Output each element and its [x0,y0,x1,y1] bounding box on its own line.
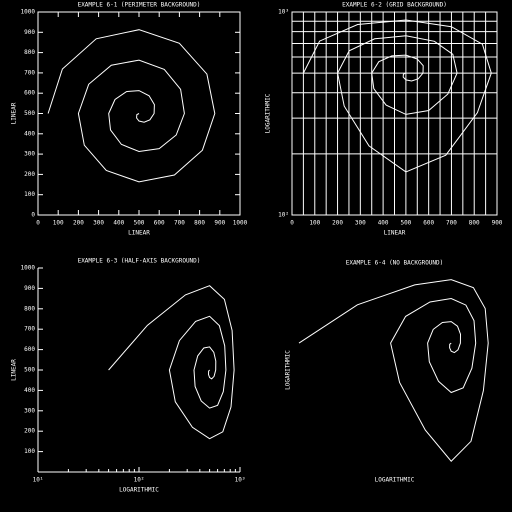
y-axis-title: LOGARITHMIC [285,350,292,390]
y-axis-title: LOGARITHMIC [265,93,272,133]
x-tick-label: 600 [154,220,165,227]
x-tick-label: 0 [36,220,40,227]
x-axis-title: LINEAR [384,230,406,237]
y-tick-label: 100 [24,448,35,455]
y-tick-label: 1000 [21,9,36,16]
curve [302,19,492,173]
x-tick-label: 10² [134,477,145,484]
curve [298,279,489,462]
y-tick-label: 600 [24,90,35,97]
y-tick-label: 700 [24,69,35,76]
curve [108,285,235,440]
x-tick-label: 800 [469,220,480,227]
x-tick-label: 1000 [233,220,248,227]
y-tick-label: 1000 [21,265,36,272]
x-tick-label: 300 [93,220,104,227]
y-tick-label: 10² [278,212,289,219]
y-tick-label: 600 [24,346,35,353]
chart-title: EXAMPLE 6-1 (PERIMETER BACKGROUND) [78,2,201,9]
chart-title: EXAMPLE 6-3 (HALF-AXIS BACKGROUND) [78,258,201,265]
x-axis-title: LOGARITHMIC [375,477,415,484]
x-tick-label: 700 [174,220,185,227]
y-tick-label: 900 [24,29,35,36]
x-tick-label: 500 [134,220,145,227]
y-tick-label: 200 [24,428,35,435]
y-tick-label: 10³ [278,9,289,16]
y-tick-label: 800 [24,49,35,56]
y-tick-label: 500 [24,367,35,374]
curve [47,29,216,183]
x-tick-label: 800 [194,220,205,227]
x-tick-label: 600 [423,220,434,227]
x-axis-title: LOGARITHMIC [119,487,159,494]
x-tick-label: 700 [446,220,457,227]
y-tick-label: 900 [24,285,35,292]
x-tick-label: 100 [309,220,320,227]
chart-title: EXAMPLE 6-4 (NO BACKGROUND) [346,260,444,267]
y-tick-label: 300 [24,151,35,158]
y-tick-label: 0 [31,212,35,219]
x-tick-label: 300 [355,220,366,227]
y-tick-label: 300 [24,407,35,414]
y-tick-label: 800 [24,305,35,312]
x-tick-label: 400 [378,220,389,227]
x-tick-label: 400 [113,220,124,227]
y-tick-label: 700 [24,326,35,333]
x-tick-label: 10³ [235,477,246,484]
y-tick-label: 400 [24,387,35,394]
x-tick-label: 200 [73,220,84,227]
x-tick-label: 0 [290,220,294,227]
y-tick-label: 100 [24,191,35,198]
y-tick-label: 200 [24,171,35,178]
x-tick-label: 10¹ [33,477,44,484]
x-axis-title: LINEAR [128,230,150,237]
y-axis-title: LINEAR [11,102,18,124]
x-tick-label: 900 [492,220,503,227]
chart-title: EXAMPLE 6-2 (GRID BACKGROUND) [342,2,447,9]
x-tick-label: 100 [53,220,64,227]
y-axis-title: LINEAR [11,359,18,381]
x-tick-label: 200 [332,220,343,227]
x-tick-label: 500 [400,220,411,227]
y-tick-label: 500 [24,110,35,117]
y-tick-label: 400 [24,130,35,137]
x-tick-label: 900 [214,220,225,227]
